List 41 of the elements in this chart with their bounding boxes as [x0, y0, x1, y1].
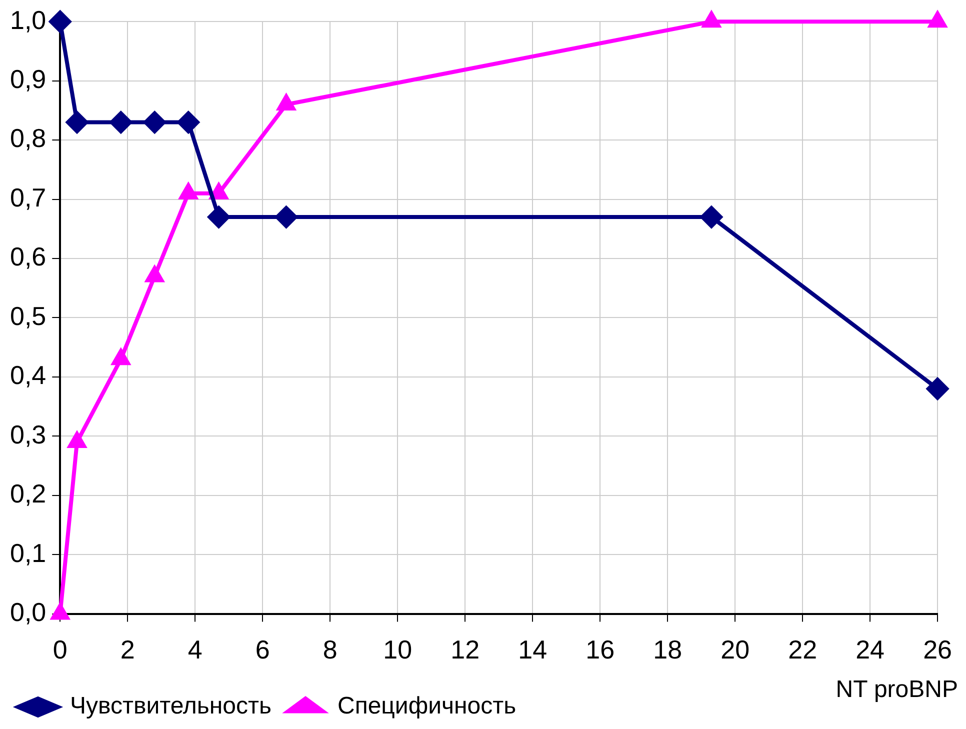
y-tick-label: 0,2	[10, 478, 46, 509]
point	[146, 266, 164, 282]
point	[144, 111, 166, 134]
point	[68, 432, 86, 448]
x-tick-label: 22	[788, 634, 818, 665]
point	[275, 206, 298, 228]
y-tick-label: 0,7	[10, 182, 46, 212]
y-tick-label: 0,4	[10, 360, 46, 390]
point	[700, 206, 722, 228]
x-tick-label: 20	[720, 634, 750, 665]
point	[926, 378, 949, 400]
y-tick-label: 0,3	[10, 419, 46, 450]
point	[66, 111, 88, 134]
y-tick-label: 0,9	[10, 64, 46, 94]
x-tick-label: 12	[450, 634, 480, 665]
x-tick-label: 10	[383, 634, 412, 665]
y-tick-label: 0,8	[10, 123, 46, 154]
x-axis-title: NT proBNP	[836, 676, 958, 704]
point	[208, 206, 230, 228]
point	[49, 10, 72, 33]
point	[110, 111, 132, 134]
x-tick-label: 26	[923, 634, 952, 665]
x-tick-label: 24	[856, 634, 885, 665]
point	[177, 111, 200, 134]
x-tick-label: 2	[120, 634, 135, 665]
x-tick-label: 16	[586, 634, 615, 665]
point	[51, 604, 70, 620]
x-tick-label: 18	[653, 634, 682, 665]
point	[112, 349, 130, 366]
x-tick-label: 8	[322, 634, 338, 665]
y-tick-label: 0,1	[10, 538, 46, 568]
y-tick-label: 0,0	[10, 596, 46, 627]
x-tick-label: 6	[255, 634, 270, 665]
y-tick-label: 1,0	[10, 4, 46, 35]
legend-label: Чувствительность	[70, 692, 272, 720]
x-tick-label: 14	[518, 634, 548, 665]
legend-label: Специфичность	[338, 692, 516, 720]
x-tick-label: 0	[52, 634, 68, 665]
y-tick-label: 0,6	[10, 242, 46, 272]
x-tick-label: 4	[188, 634, 202, 665]
y-tick-label: 0,5	[10, 300, 46, 331]
